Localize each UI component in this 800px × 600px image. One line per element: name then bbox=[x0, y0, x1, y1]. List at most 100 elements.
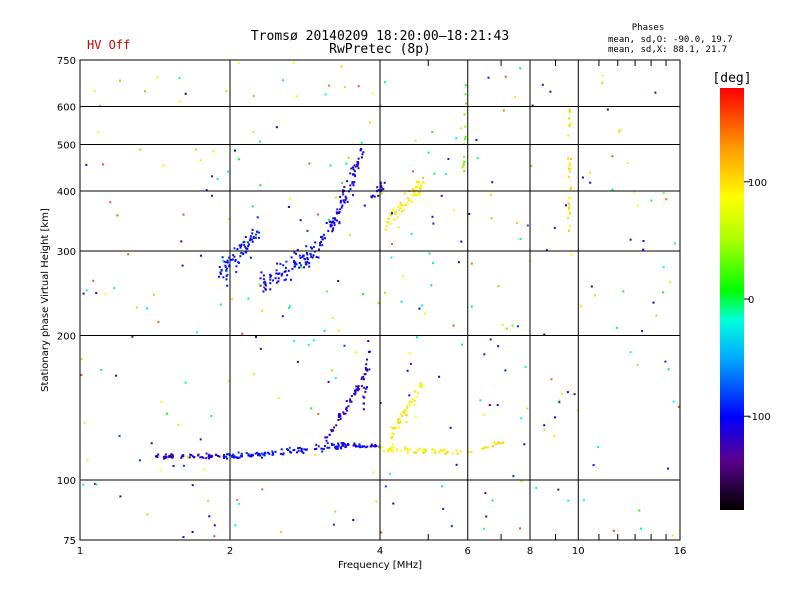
echo-point bbox=[337, 444, 340, 447]
echo-point bbox=[464, 125, 467, 128]
echo-point bbox=[403, 192, 406, 195]
x-tick-label: 2 bbox=[227, 546, 233, 557]
echo-point bbox=[349, 398, 352, 401]
echo-point bbox=[256, 216, 259, 219]
echo-point bbox=[102, 163, 105, 166]
echo-point bbox=[331, 316, 334, 319]
echo-point bbox=[354, 175, 357, 178]
echo-point bbox=[339, 199, 342, 202]
echo-point bbox=[633, 190, 636, 193]
echo-point bbox=[461, 166, 464, 169]
echo-point bbox=[415, 336, 418, 339]
echo-point bbox=[677, 405, 680, 408]
echo-point bbox=[245, 251, 248, 254]
echo-point bbox=[232, 254, 235, 257]
echo-point bbox=[568, 196, 571, 199]
echo-point bbox=[284, 278, 287, 281]
echo-point bbox=[293, 259, 296, 262]
echo-point bbox=[363, 445, 366, 448]
echo-point bbox=[331, 369, 334, 372]
echo-point bbox=[95, 483, 98, 486]
echo-point bbox=[387, 221, 390, 224]
echo-point bbox=[261, 456, 263, 459]
echo-point bbox=[369, 121, 372, 124]
echo-point bbox=[420, 184, 423, 187]
echo-point bbox=[315, 443, 318, 446]
echo-point bbox=[267, 451, 270, 454]
echo-point bbox=[409, 448, 412, 451]
echo-point bbox=[365, 363, 368, 366]
echo-point bbox=[341, 182, 343, 184]
echo-point bbox=[399, 412, 402, 415]
chart-subtitle: RwPretec (8p) bbox=[329, 42, 431, 57]
echo-point bbox=[390, 214, 393, 217]
echo-point bbox=[301, 255, 304, 258]
echo-point bbox=[398, 426, 400, 429]
echo-point bbox=[418, 307, 421, 310]
echo-point bbox=[362, 402, 365, 405]
echo-point bbox=[227, 170, 230, 173]
echo-point bbox=[357, 162, 360, 165]
echo-point bbox=[305, 252, 308, 254]
echo-point bbox=[242, 253, 245, 255]
echo-point bbox=[460, 127, 463, 130]
echo-point bbox=[164, 453, 167, 456]
echo-point bbox=[406, 406, 409, 409]
echo-point bbox=[567, 157, 570, 160]
echo-point bbox=[252, 237, 255, 239]
echo-point bbox=[459, 450, 462, 453]
echo-point bbox=[334, 446, 337, 449]
echo-point bbox=[391, 449, 394, 452]
echo-point bbox=[353, 442, 356, 445]
echo-point bbox=[235, 271, 238, 273]
echo-point bbox=[497, 285, 500, 288]
echo-point bbox=[352, 194, 354, 197]
echo-point bbox=[377, 189, 380, 192]
echo-point bbox=[298, 266, 301, 269]
echo-point bbox=[314, 453, 316, 456]
echo-point bbox=[390, 211, 393, 214]
echo-point bbox=[274, 450, 277, 453]
echo-point bbox=[83, 421, 86, 424]
echo-point bbox=[431, 215, 434, 218]
echo-point bbox=[379, 104, 382, 107]
echo-point bbox=[502, 441, 505, 444]
echo-point bbox=[399, 204, 401, 207]
echo-point bbox=[228, 256, 231, 259]
echo-point bbox=[568, 117, 570, 120]
echo-point bbox=[109, 201, 112, 204]
echo-point bbox=[347, 443, 350, 446]
echo-point bbox=[568, 204, 571, 207]
echo-point bbox=[361, 153, 364, 156]
echo-point bbox=[576, 409, 579, 412]
echo-point bbox=[262, 290, 265, 293]
echo-point bbox=[408, 352, 411, 354]
echo-point bbox=[320, 236, 322, 239]
echo-point bbox=[96, 131, 99, 134]
echo-point bbox=[196, 331, 199, 334]
echo-point bbox=[444, 173, 447, 175]
echo-point bbox=[293, 251, 296, 254]
echo-point bbox=[432, 262, 435, 264]
echo-point bbox=[340, 442, 343, 445]
echo-point bbox=[354, 444, 357, 447]
echo-point bbox=[570, 253, 573, 256]
echo-point bbox=[311, 256, 314, 259]
echo-point bbox=[162, 164, 165, 167]
echo-point bbox=[327, 380, 330, 383]
echo-point bbox=[94, 483, 96, 485]
echo-point bbox=[119, 495, 122, 498]
echo-point bbox=[246, 248, 249, 250]
echo-point bbox=[498, 442, 501, 444]
echo-point bbox=[283, 270, 286, 273]
echo-point bbox=[156, 76, 159, 79]
echo-point bbox=[300, 447, 303, 450]
echo-point bbox=[330, 429, 333, 431]
echo-point bbox=[330, 224, 333, 227]
echo-point bbox=[419, 382, 422, 385]
echo-point bbox=[333, 426, 335, 429]
echo-point bbox=[483, 446, 486, 449]
echo-point bbox=[282, 264, 285, 267]
echo-point bbox=[363, 204, 366, 207]
